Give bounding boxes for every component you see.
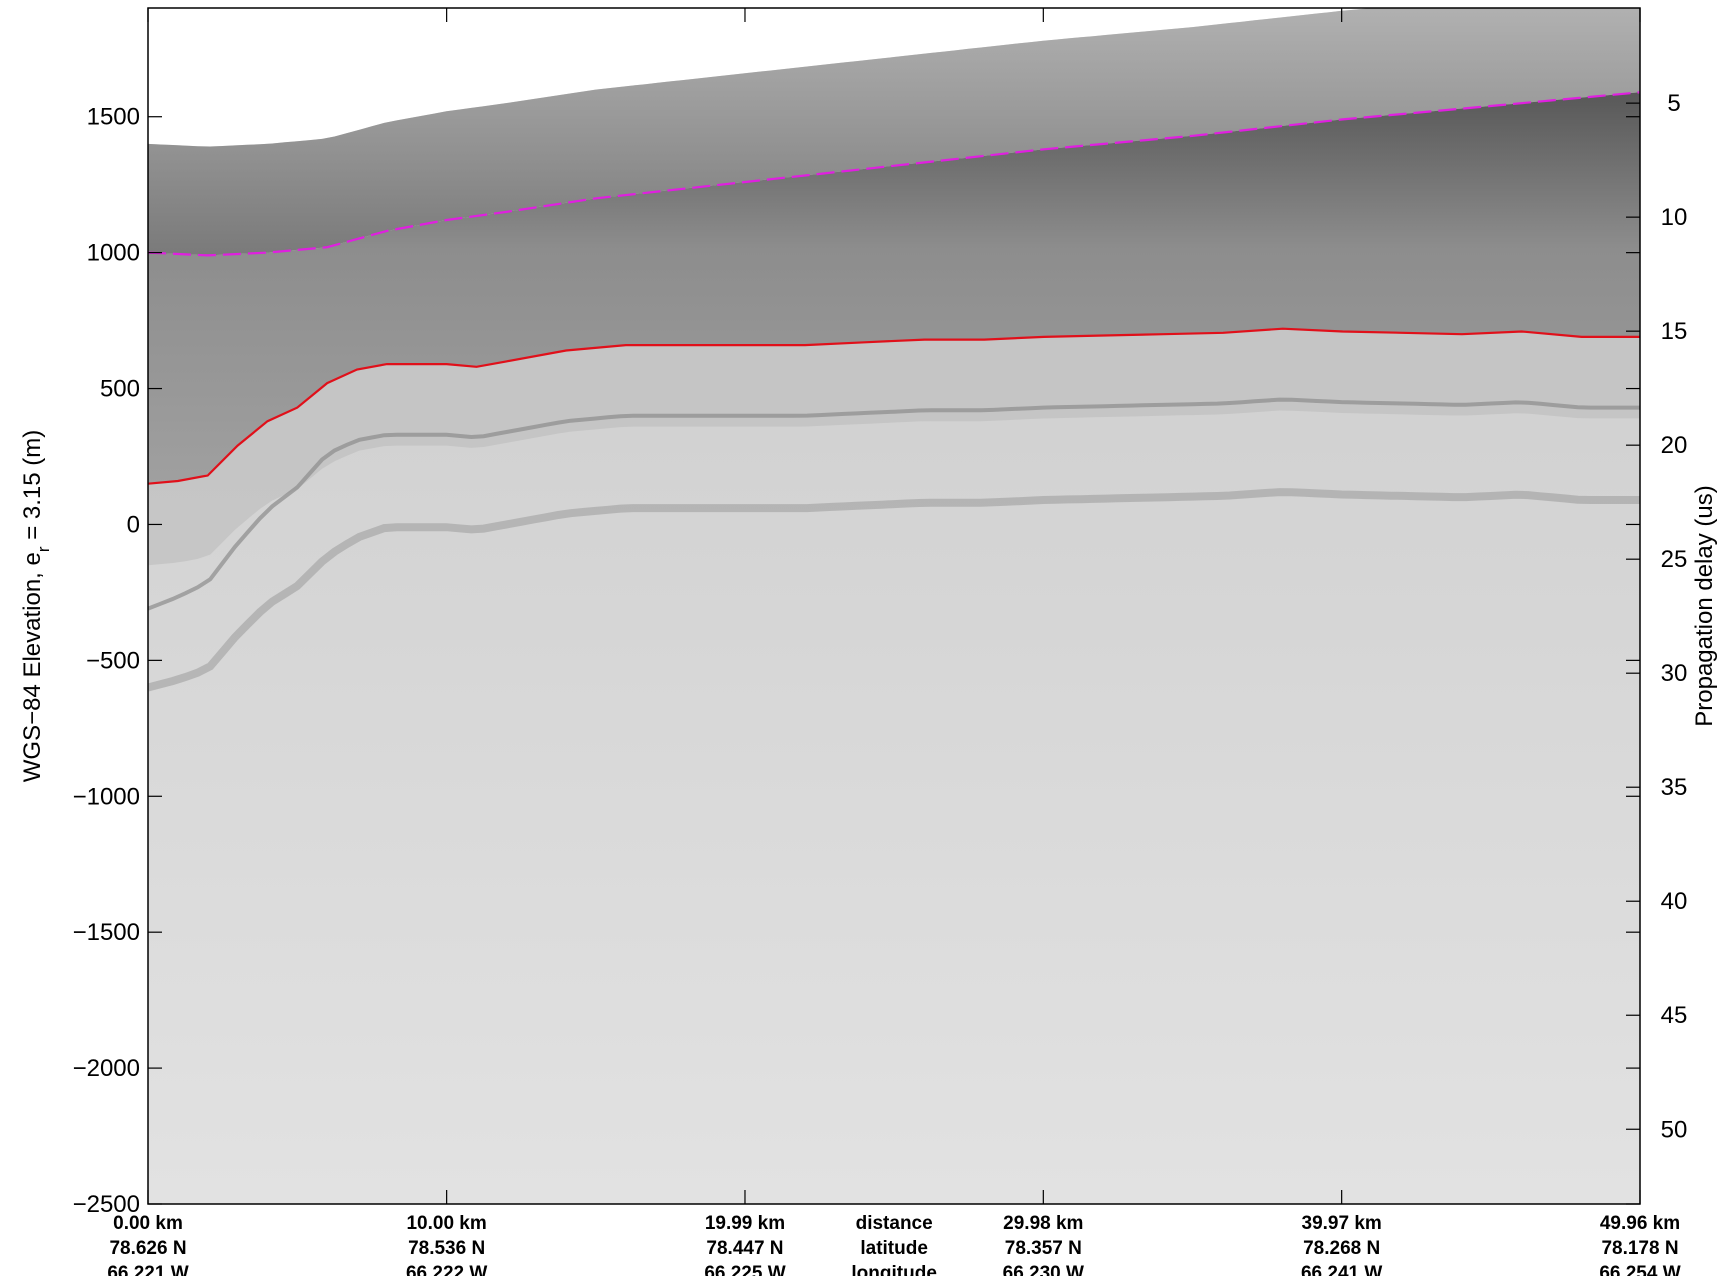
y-axis-label: WGS−84 Elevation, er = 3.15 (m) bbox=[19, 430, 53, 783]
y-tick-label: −500 bbox=[86, 647, 140, 674]
bed-pick-line bbox=[148, 327, 1640, 485]
x-latitude-label: latitude bbox=[860, 1238, 928, 1259]
x-axis-ticks bbox=[147, 8, 1641, 1204]
internal-layer bbox=[148, 397, 1640, 611]
y-tick-label: −2500 bbox=[73, 1191, 140, 1218]
air-region bbox=[148, 8, 1640, 147]
x-distance-label: 0.00 km bbox=[113, 1213, 183, 1234]
plot-frame bbox=[147, 7, 1641, 1205]
y-tick-label: −1500 bbox=[73, 919, 140, 946]
x-latitude-label: 78.357 N bbox=[1005, 1238, 1082, 1259]
y2-tick-label: 15 bbox=[1661, 318, 1688, 345]
x-longitude-label: 66.222 W bbox=[406, 1263, 487, 1276]
series-layer bbox=[148, 91, 1640, 485]
y2-axis-ticks: 5 10 15 20 25 30 35 40 45 50 bbox=[1626, 90, 1687, 1143]
y2-tick-label: 45 bbox=[1661, 1002, 1688, 1029]
x-distance-label: 49.96 km bbox=[1600, 1213, 1680, 1234]
bottom-labels: 0.00 km 78.626 N 66.221 W 10.00 km 78.536 N 6… bbox=[107, 1213, 1680, 1276]
sub-bed-region bbox=[148, 329, 1640, 566]
ice-layer bbox=[148, 92, 1640, 484]
x-longitude-label: longitude bbox=[851, 1263, 936, 1276]
x-distance-label: 29.98 km bbox=[1003, 1213, 1083, 1234]
y2-tick-label: 50 bbox=[1661, 1116, 1688, 1143]
x-longitude-label: 66.230 W bbox=[1003, 1263, 1084, 1276]
x-distance-label: 10.00 km bbox=[406, 1213, 486, 1234]
x-latitude-label: 78.268 N bbox=[1303, 1238, 1380, 1259]
y-tick-label: −1000 bbox=[73, 783, 140, 810]
x-latitude-label: 78.178 N bbox=[1601, 1238, 1678, 1259]
internal-layer bbox=[148, 488, 1640, 692]
y-tick-label: −2000 bbox=[73, 1055, 140, 1082]
y2-tick-label: 20 bbox=[1661, 432, 1688, 459]
x-distance-label: 19.99 km bbox=[705, 1213, 785, 1234]
x-longitude-label: 66.241 W bbox=[1301, 1263, 1382, 1276]
surface-pick-line bbox=[148, 91, 1640, 257]
y2-tick-label: 10 bbox=[1661, 204, 1688, 231]
y-tick-label: 1000 bbox=[87, 240, 140, 267]
x-latitude-label: 78.626 N bbox=[109, 1238, 186, 1259]
y-tick-label: 500 bbox=[100, 376, 140, 403]
plot-area bbox=[148, 8, 1640, 1204]
x-longitude-label: 66.254 W bbox=[1599, 1263, 1680, 1276]
y-axis-label-main: WGS−84 Elevation, e bbox=[19, 552, 46, 782]
y-axis-ticks: 1500 1000 500 0 −500 −1000 −1500 −2000 −2500 bbox=[73, 104, 1640, 1218]
x-distance-label: 39.97 km bbox=[1302, 1213, 1382, 1234]
x-distance-label: distance bbox=[856, 1213, 933, 1234]
y-axis-label-tail: = 3.15 (m) bbox=[19, 430, 46, 547]
y2-tick-label: 35 bbox=[1661, 774, 1688, 801]
x-latitude-label: 78.536 N bbox=[408, 1238, 485, 1259]
y2-tick-label: 5 bbox=[1667, 90, 1680, 117]
y-tick-label: 1500 bbox=[87, 104, 140, 131]
y2-tick-label: 30 bbox=[1661, 660, 1688, 687]
y2-tick-label: 25 bbox=[1661, 546, 1688, 573]
firn-layer bbox=[148, 8, 1640, 256]
y2-tick-label: 40 bbox=[1661, 888, 1688, 915]
x-longitude-label: 66.221 W bbox=[107, 1263, 188, 1276]
y-tick-label: 0 bbox=[127, 511, 140, 538]
x-longitude-label: 66.225 W bbox=[704, 1263, 785, 1276]
x-latitude-label: 78.447 N bbox=[706, 1238, 783, 1259]
y2-axis-label: Propagation delay (us) bbox=[1691, 485, 1718, 726]
y-axis-label-subscript: r bbox=[34, 546, 53, 552]
